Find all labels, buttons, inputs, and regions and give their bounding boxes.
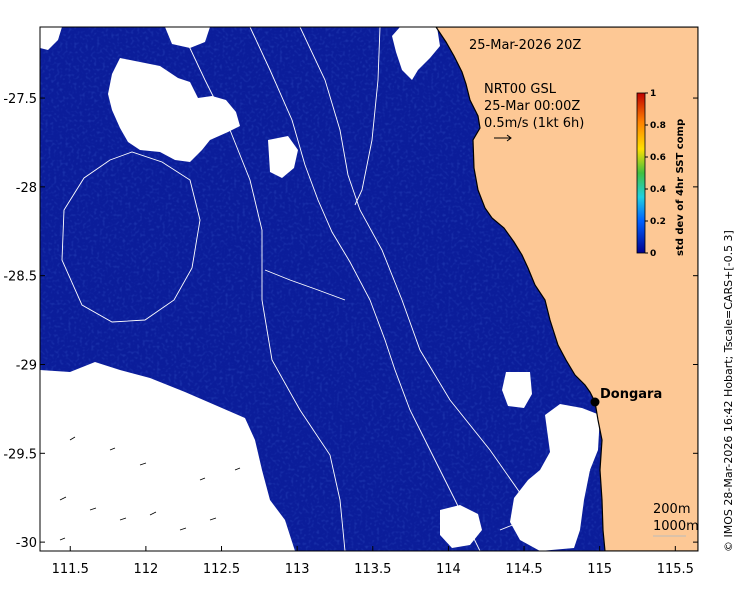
colorbar-ticks: 0 0.2 0.4 0.6 0.8 1 — [645, 89, 666, 259]
x-tick-label: 112.5 — [203, 562, 240, 577]
x-axis: 111.5 112 112.5 113 113.5 114 114.5 115 115.5 — [52, 546, 694, 577]
scale-arrow-icon — [494, 134, 512, 142]
colorbar-tick-label: 0.8 — [650, 121, 666, 131]
y-tick-label: -29.5 — [3, 447, 37, 462]
colorbar-tick-label: 0 — [650, 249, 656, 259]
x-tick-label: 112 — [133, 562, 158, 577]
current-time: 25-Mar 00:00Z — [484, 99, 580, 114]
current-scale: 0.5m/s (1kt 6h) — [484, 116, 584, 131]
y-tick-label: -30 — [16, 536, 37, 551]
plot-frame — [39, 26, 699, 552]
current-title: NRT00 GSL — [484, 82, 557, 97]
current-vectors — [59, 436, 241, 541]
isobath-label-200: 200m — [653, 502, 690, 517]
y-tick-label: -28 — [16, 181, 37, 196]
credit-text: © IMOS 28-Mar-2026 16:42 Hobart; Tscale=… — [722, 230, 735, 552]
isobath-lines — [61, 27, 591, 551]
y-tick-label: -28.5 — [3, 270, 37, 285]
colorbar-tick-label: 0.4 — [650, 185, 666, 195]
colorbar-tick-label: 0.2 — [650, 217, 666, 227]
y-axis: -27.5 -28 -28.5 -29 -29.5 -30 — [3, 92, 698, 551]
x-tick-label: 115.5 — [657, 562, 694, 577]
isobath-label-1000: 1000m — [653, 519, 699, 534]
colorbar-tick-label: 1 — [650, 89, 656, 99]
y-tick-label: -29 — [16, 358, 37, 373]
x-tick-label: 111.5 — [52, 562, 89, 577]
colorbar — [636, 92, 646, 254]
x-tick-label: 113.5 — [354, 562, 391, 577]
x-tick-label: 114.5 — [505, 562, 542, 577]
dongara-marker — [590, 397, 600, 407]
x-tick-label: 114 — [436, 562, 461, 577]
x-tick-label: 115 — [587, 562, 612, 577]
x-tick-label: 113 — [285, 562, 310, 577]
colorbar-title: std dev of 4hr SST comp — [675, 119, 686, 256]
timestamp-label: 25-Mar-2026 20Z — [469, 38, 581, 53]
cloud-patches — [40, 27, 600, 551]
y-tick-label: -27.5 — [3, 92, 37, 107]
colorbar-tick-label: 0.6 — [650, 153, 666, 163]
plot-area — [40, 27, 698, 551]
land-mass — [435, 27, 698, 551]
place-label: Dongara — [600, 387, 662, 402]
